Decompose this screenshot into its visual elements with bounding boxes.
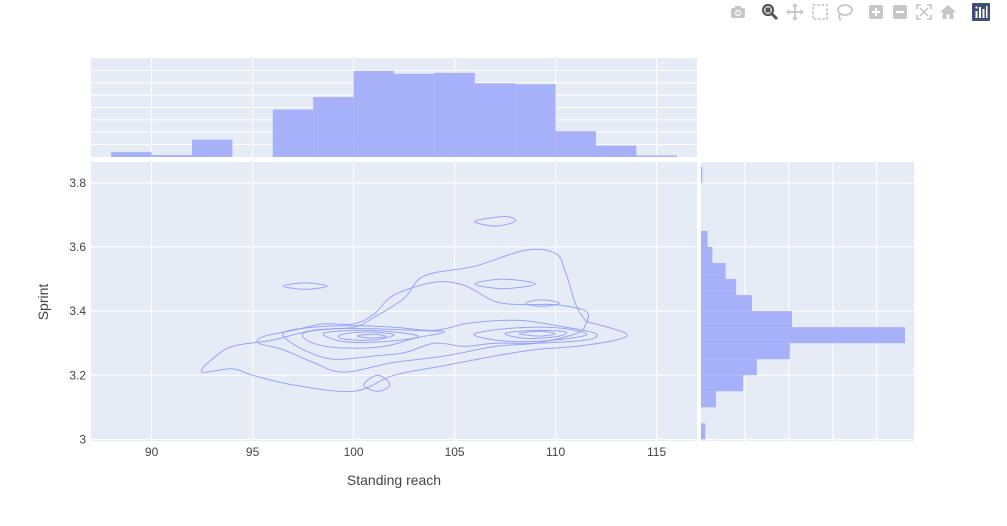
- x-hist-bar[interactable]: [474, 83, 516, 157]
- contour-line-level-2[interactable]: [474, 278, 536, 290]
- y-tick-label: 3.8: [69, 176, 86, 190]
- x-axis-title: Standing reach: [347, 472, 441, 488]
- y-hist-bar[interactable]: [701, 343, 790, 360]
- contour-line-level-6[interactable]: [337, 331, 395, 341]
- y-tick-label: 3: [79, 432, 86, 446]
- x-hist-bar[interactable]: [596, 145, 637, 157]
- x-tick-labels: 90 95 100 105 110 115: [145, 445, 667, 459]
- y-tick-label: 3.6: [69, 240, 86, 254]
- x-hist-bar[interactable]: [394, 73, 435, 157]
- y-axis-title: Sprint: [35, 284, 51, 321]
- y-hist-bar[interactable]: [701, 279, 737, 296]
- y-tick-label: 3.4: [69, 304, 86, 318]
- contour-line-level-4[interactable]: [473, 326, 588, 343]
- contour-line-level-1[interactable]: [282, 282, 328, 290]
- x-hist-bar[interactable]: [434, 72, 475, 157]
- x-hist-bar[interactable]: [353, 70, 394, 157]
- y-hist-bar[interactable]: [701, 391, 716, 408]
- x-hist-bar[interactable]: [192, 139, 233, 157]
- autoscale-icon[interactable]: [914, 2, 934, 22]
- contour-line-level-1[interactable]: [474, 215, 517, 227]
- x-hist-bar[interactable]: [555, 131, 596, 157]
- contour-line-level-5[interactable]: [504, 329, 568, 340]
- x-tick-label: 95: [246, 445, 260, 459]
- x-hist-bar[interactable]: [151, 155, 192, 157]
- x-tick-label: 90: [145, 445, 159, 459]
- x-marginal-histogram: [111, 70, 677, 157]
- zoom-in-icon[interactable]: [866, 2, 886, 22]
- x-hist-bar[interactable]: [515, 84, 556, 157]
- contour-line-level-4[interactable]: [301, 327, 446, 349]
- y-hist-bar[interactable]: [701, 423, 706, 440]
- density-contours: [200, 215, 628, 393]
- x-hist-bar[interactable]: [111, 152, 152, 157]
- camera-icon[interactable]: [728, 2, 748, 22]
- zoom-icon[interactable]: [760, 2, 780, 22]
- x-tick-label: 100: [344, 445, 364, 459]
- lasso-select-icon[interactable]: [834, 2, 854, 22]
- contour-line-level-3[interactable]: [524, 299, 561, 307]
- reset-axes-icon[interactable]: [938, 2, 958, 22]
- y-hist-bar[interactable]: [701, 230, 708, 247]
- box-select-icon[interactable]: [810, 2, 830, 22]
- x-hist-bar[interactable]: [313, 97, 354, 157]
- y-hist-bar[interactable]: [701, 166, 703, 183]
- y-hist-bar[interactable]: [701, 263, 726, 280]
- y-hist-bar[interactable]: [701, 327, 905, 344]
- contour-line-level-5[interactable]: [322, 329, 419, 343]
- x-tick-label: 110: [546, 445, 565, 459]
- plotly-logo-icon[interactable]: [971, 2, 991, 22]
- plot-bg-main[interactable]: [91, 162, 697, 441]
- contour-line-level-3[interactable]: [282, 319, 598, 360]
- y-hist-bar[interactable]: [701, 375, 744, 392]
- grid-main: [91, 162, 697, 441]
- contour-line-level-7[interactable]: [357, 333, 387, 339]
- pan-icon[interactable]: [785, 2, 805, 22]
- y-hist-bar[interactable]: [701, 246, 713, 264]
- contour-line-level-1[interactable]: [200, 248, 628, 393]
- x-tick-label: 105: [445, 445, 465, 459]
- x-tick-label: 115: [647, 445, 666, 459]
- y-tick-labels: 3 3.2 3.4 3.6 3.8: [69, 176, 86, 447]
- x-hist-bar[interactable]: [636, 155, 677, 157]
- zoom-out-icon[interactable]: [890, 2, 910, 22]
- y-tick-label: 3.2: [69, 368, 86, 382]
- y-hist-bar[interactable]: [701, 295, 752, 312]
- contour-line-level-2[interactable]: [363, 374, 391, 392]
- y-hist-bar[interactable]: [701, 311, 793, 328]
- x-hist-bar[interactable]: [272, 109, 314, 157]
- contour-line-level-6[interactable]: [518, 330, 557, 337]
- y-hist-bar[interactable]: [701, 359, 757, 376]
- contour-line-level-2[interactable]: [256, 281, 590, 373]
- y-marginal-histogram: [701, 166, 905, 440]
